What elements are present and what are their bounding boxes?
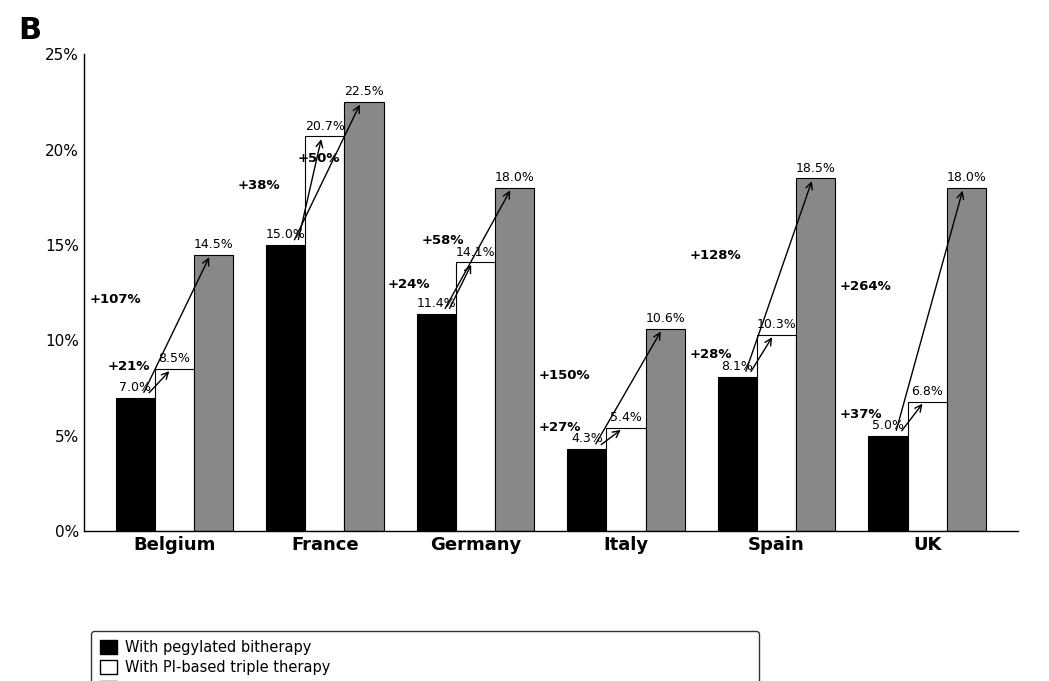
Text: 10.3%: 10.3% [756, 318, 796, 331]
Legend: With pegylated bitherapy, With PI-based triple therapy, With PI-based triple the: With pegylated bitherapy, With PI-based … [91, 631, 758, 681]
Text: +28%: +28% [689, 349, 732, 362]
Text: 14.1%: 14.1% [455, 246, 495, 259]
Bar [456, 262, 495, 531]
Text: +38%: +38% [237, 179, 280, 192]
Text: 11.4%: 11.4% [416, 297, 456, 310]
Bar [606, 428, 645, 531]
Text: 22.5%: 22.5% [344, 85, 384, 98]
Text: 4.3%: 4.3% [571, 432, 603, 445]
Bar [645, 329, 685, 531]
Text: +27%: +27% [539, 421, 581, 434]
Bar [115, 398, 154, 531]
Bar [869, 436, 907, 531]
Bar [154, 369, 194, 531]
Text: +264%: +264% [840, 280, 892, 293]
Bar [344, 102, 384, 531]
Text: +150%: +150% [539, 370, 591, 383]
Bar [796, 178, 835, 531]
Bar [495, 188, 534, 531]
Text: 18.0%: 18.0% [946, 171, 986, 184]
Text: 8.1%: 8.1% [722, 360, 753, 373]
Text: +58%: +58% [422, 234, 464, 247]
Text: +128%: +128% [689, 249, 741, 262]
Text: +21%: +21% [108, 360, 150, 373]
Bar [194, 255, 233, 531]
Text: 7.0%: 7.0% [120, 381, 151, 394]
Bar [416, 314, 456, 531]
Bar [568, 449, 606, 531]
Bar [718, 377, 757, 531]
Text: +24%: +24% [388, 278, 430, 291]
Text: 20.7%: 20.7% [305, 120, 345, 133]
Bar [305, 136, 344, 531]
Text: 18.0%: 18.0% [495, 171, 535, 184]
Bar [907, 402, 947, 531]
Text: B: B [19, 16, 42, 46]
Text: 5.4%: 5.4% [611, 411, 642, 424]
Text: 6.8%: 6.8% [912, 385, 943, 398]
Text: +107%: +107% [90, 294, 142, 306]
Text: 14.5%: 14.5% [194, 238, 233, 251]
Bar [947, 188, 986, 531]
Bar [266, 245, 305, 531]
Text: +50%: +50% [298, 152, 340, 165]
Text: 15.0%: 15.0% [265, 228, 305, 241]
Text: +37%: +37% [840, 408, 882, 421]
Text: 18.5%: 18.5% [796, 161, 836, 174]
Text: 5.0%: 5.0% [872, 419, 904, 432]
Text: 8.5%: 8.5% [158, 352, 190, 365]
Text: 10.6%: 10.6% [645, 313, 685, 326]
Bar [757, 335, 796, 531]
